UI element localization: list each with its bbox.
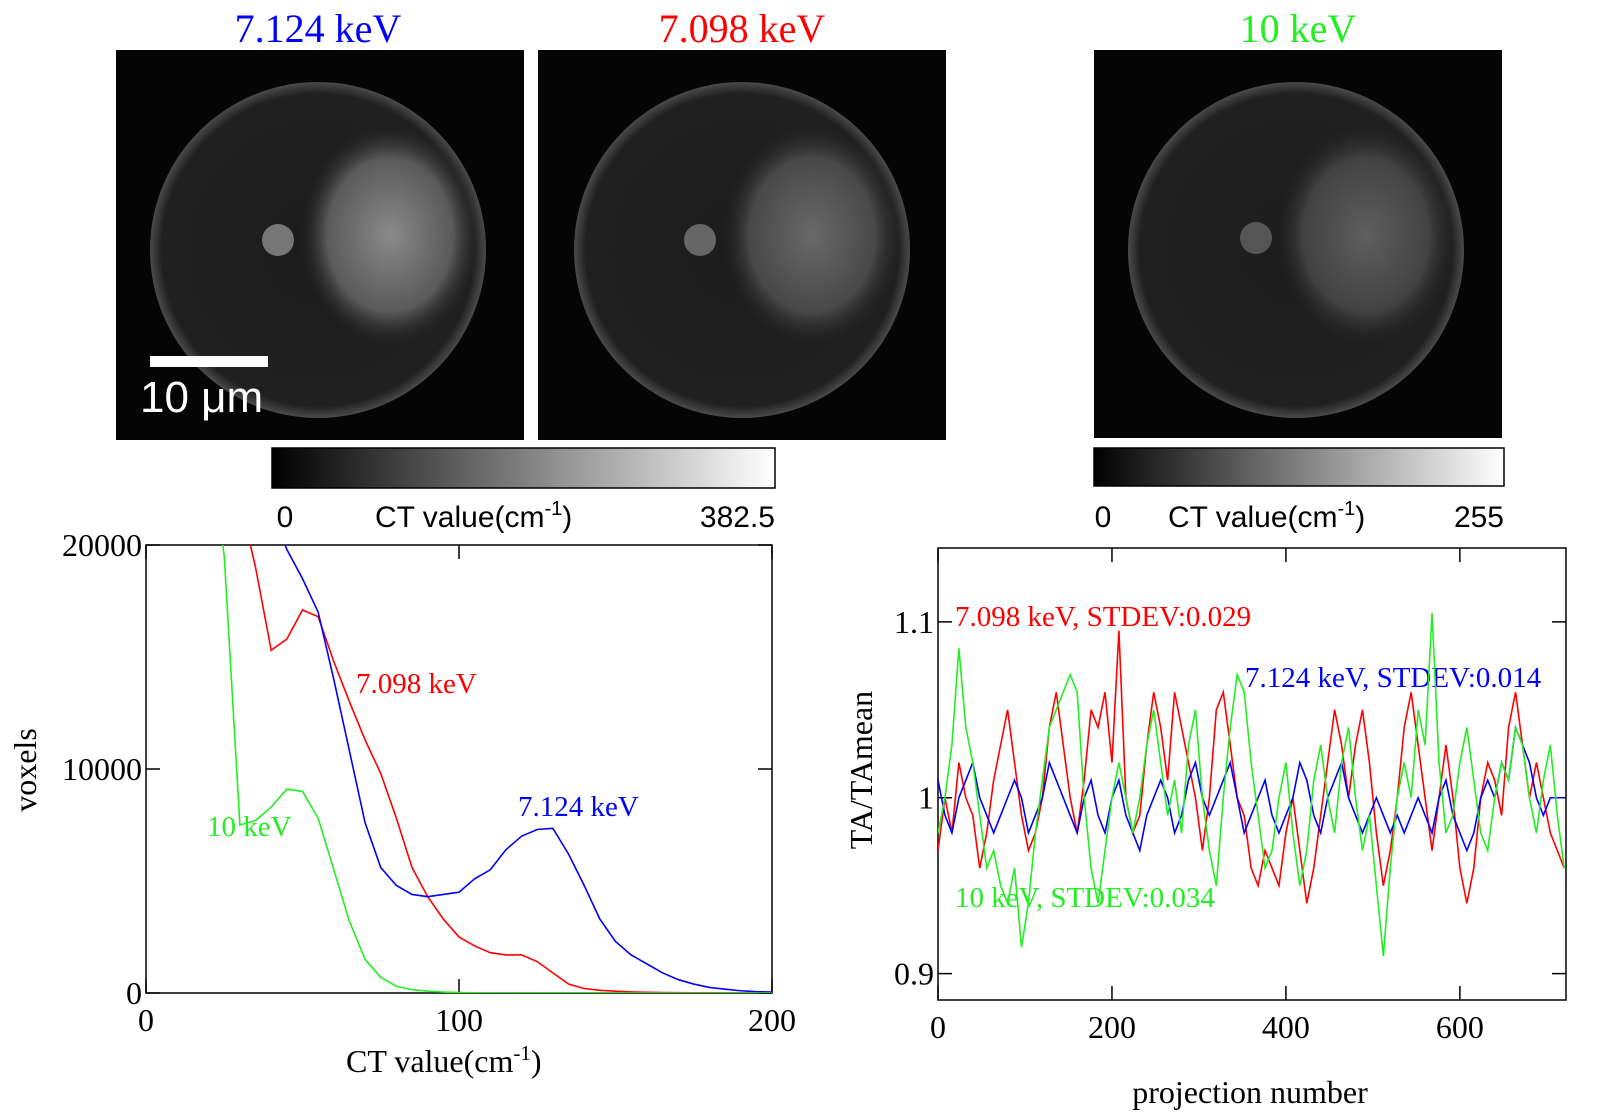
colorbar: [1093, 447, 1505, 487]
series-label: 7.098 keV: [356, 668, 477, 700]
y-tick-label: 1: [918, 780, 934, 816]
y-tick-label: 20000: [62, 527, 142, 563]
colorbar-min: 0: [277, 501, 294, 534]
label: CT value(cm: [375, 501, 544, 534]
x-axis-label: projection number: [1132, 1074, 1368, 1110]
ct-image: [1094, 50, 1502, 438]
x-tick-label: 0: [138, 1002, 154, 1038]
y-tick-label: 10000: [62, 751, 142, 787]
ct-image: [538, 50, 946, 440]
label-end: ): [562, 501, 572, 534]
series-label: 7.124 keV: [518, 791, 639, 823]
label-end: ): [531, 1043, 542, 1079]
scale-bar-label: 10 μm: [140, 373, 263, 422]
series-line: [222, 545, 772, 993]
colorbar: [271, 447, 776, 489]
series-label: 7.098 keV, STDEV:0.029: [955, 601, 1251, 633]
series-label: 7.124 keV, STDEV:0.014: [1245, 662, 1542, 694]
x-tick-label: 600: [1436, 1009, 1484, 1045]
colorbar-label: CT value(cm-1): [1168, 498, 1365, 534]
label: CT value(cm: [346, 1043, 513, 1079]
y-axis-label: TA/TAmean: [843, 691, 879, 849]
series-line: [938, 613, 1566, 957]
label-end: ): [1355, 501, 1365, 534]
x-axis-label: CT value(cm-1): [346, 1041, 542, 1079]
label-sup: -1: [1337, 498, 1355, 520]
x-tick-label: 200: [1088, 1009, 1136, 1045]
ct-image: 10 μm: [116, 50, 524, 440]
series-line: [284, 545, 772, 993]
x-tick-label: 0: [930, 1009, 946, 1045]
y-tick-label: 0: [126, 975, 142, 1011]
label: CT value(cm: [1168, 501, 1337, 534]
image-title: 10 keV: [1240, 6, 1357, 51]
x-tick-label: 100: [435, 1002, 483, 1038]
plot-frame: [145, 544, 773, 994]
y-tick-label: 1.1: [894, 604, 934, 640]
x-tick-label: 200: [748, 1002, 796, 1038]
series-label: 10 keV: [207, 811, 292, 843]
label-sup: -1: [513, 1041, 531, 1065]
y-axis-label: voxels: [7, 728, 43, 812]
colorbar-max: 382.5: [700, 501, 775, 534]
image-title: 7.124 keV: [235, 6, 402, 51]
series-line: [249, 545, 772, 993]
x-tick-label: 400: [1262, 1009, 1310, 1045]
plot-frame: [937, 547, 1567, 1001]
image-title: 7.098 keV: [659, 6, 826, 51]
colorbar-min: 0: [1095, 501, 1112, 534]
label-sup: -1: [544, 498, 562, 520]
y-tick-label: 0.9: [894, 956, 934, 992]
series-label: 10 keV, STDEV:0.034: [955, 882, 1215, 914]
series-line: [938, 724, 1565, 854]
colorbar-label: CT value(cm-1): [375, 498, 572, 534]
colorbar-max: 255: [1454, 501, 1504, 534]
